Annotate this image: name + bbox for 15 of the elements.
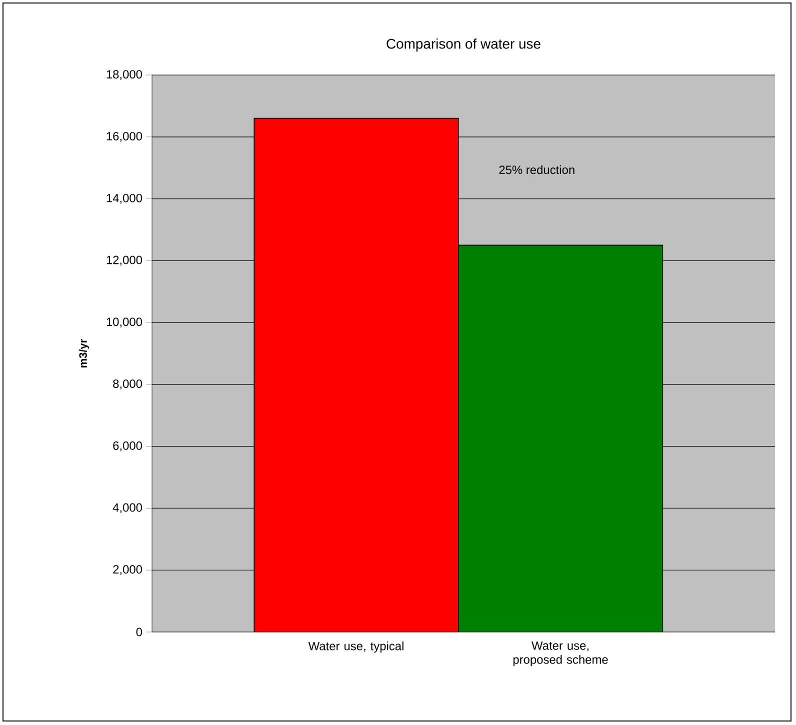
y-tick-label: 8,000 [113,380,142,390]
annotation: 25% reduction [499,165,574,174]
y-tick-label: 10,000 [106,318,142,328]
y-tick-label: 18,000 [106,70,142,80]
x-tick-label: Water use, typical [308,642,404,653]
y-tick-label: 6,000 [113,441,142,452]
y-tick-label: 0 [136,628,142,636]
y-axis-title: m3/yr [78,339,90,368]
y-tick-label: 16,000 [106,132,142,142]
x-tick-label: Water use, proposed scheme [513,642,608,666]
y-tick-label: 2,000 [113,565,142,576]
chart-title: Comparison of water use [386,38,540,52]
y-tick-label: 12,000 [106,256,142,266]
y-tick-label: 4,000 [112,503,142,514]
y-tick-label: 14,000 [106,194,142,204]
